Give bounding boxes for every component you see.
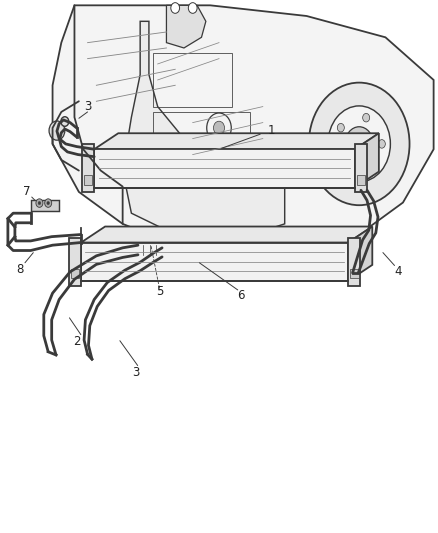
- Polygon shape: [348, 227, 372, 281]
- Circle shape: [228, 144, 236, 154]
- Circle shape: [38, 201, 41, 205]
- Polygon shape: [166, 5, 206, 48]
- Text: 1: 1: [268, 124, 276, 137]
- Text: 3: 3: [132, 366, 139, 378]
- Polygon shape: [94, 149, 355, 188]
- Circle shape: [61, 117, 69, 126]
- Circle shape: [363, 114, 370, 122]
- Text: 4: 4: [395, 265, 403, 278]
- Text: 3: 3: [84, 100, 91, 113]
- Bar: [153, 112, 250, 149]
- Bar: [348, 238, 360, 286]
- Circle shape: [213, 121, 225, 135]
- Circle shape: [36, 199, 43, 207]
- Circle shape: [337, 156, 344, 164]
- Circle shape: [171, 3, 180, 13]
- Circle shape: [337, 124, 344, 132]
- Circle shape: [309, 83, 410, 205]
- Polygon shape: [123, 21, 285, 245]
- Circle shape: [354, 138, 364, 150]
- Circle shape: [49, 121, 65, 140]
- Circle shape: [378, 140, 385, 148]
- Text: 5: 5: [156, 285, 163, 298]
- Circle shape: [345, 127, 373, 161]
- Bar: [82, 144, 94, 192]
- Polygon shape: [81, 227, 372, 243]
- Circle shape: [47, 201, 49, 205]
- Circle shape: [328, 106, 390, 182]
- Text: 7: 7: [22, 185, 30, 198]
- Circle shape: [188, 3, 197, 13]
- Bar: [69, 238, 81, 286]
- Bar: [84, 175, 92, 185]
- Circle shape: [45, 199, 52, 207]
- Text: 8: 8: [16, 263, 23, 276]
- Polygon shape: [31, 200, 59, 211]
- Bar: [350, 269, 359, 278]
- Bar: [153, 53, 232, 107]
- Polygon shape: [355, 133, 379, 188]
- Polygon shape: [53, 5, 434, 256]
- Polygon shape: [81, 243, 348, 281]
- Bar: [71, 269, 79, 278]
- Polygon shape: [94, 133, 379, 149]
- Text: 2: 2: [73, 335, 81, 348]
- Bar: [355, 144, 367, 192]
- Bar: [138, 245, 162, 255]
- Circle shape: [363, 166, 370, 174]
- Bar: [357, 175, 365, 185]
- Text: 6: 6: [237, 289, 245, 302]
